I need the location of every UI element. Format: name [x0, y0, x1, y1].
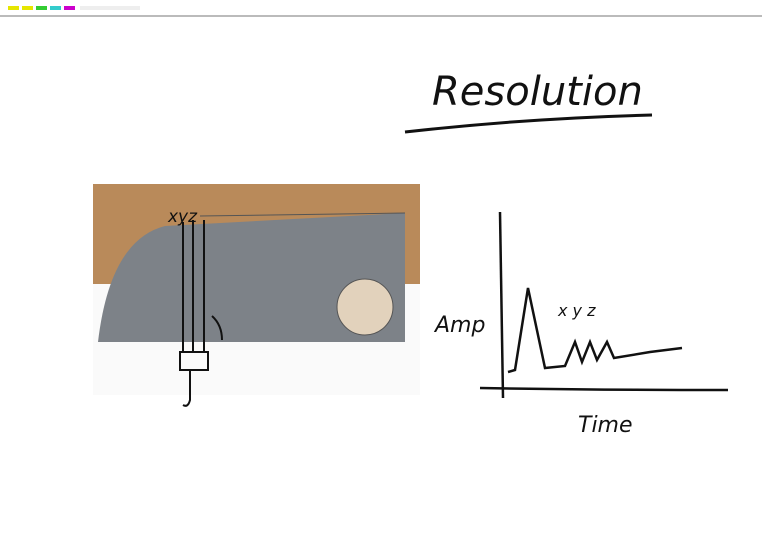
signal-sketch — [480, 212, 728, 398]
color-swatch[interactable] — [36, 6, 47, 10]
color-swatch[interactable] — [22, 6, 33, 10]
tool-strip[interactable] — [80, 6, 140, 10]
page: Resolution xyz Amp Time x y z (() => { c… — [0, 0, 762, 545]
peak-labels: x y z — [557, 301, 596, 320]
title: Resolution — [432, 69, 643, 115]
toolbar — [0, 6, 762, 16]
y-axis — [500, 212, 503, 398]
color-swatch[interactable] — [8, 6, 19, 10]
y-axis-label: Amp — [433, 313, 485, 338]
x-axis-label: Time — [578, 413, 633, 438]
photo-hole — [337, 279, 393, 335]
photo-label: xyz — [167, 207, 198, 227]
whiteboard: Resolution xyz Amp Time x y z — [0, 0, 762, 545]
color-swatch[interactable] — [50, 6, 61, 10]
photo — [93, 184, 420, 395]
title-underline — [405, 115, 652, 132]
color-swatch[interactable] — [64, 6, 75, 10]
x-axis — [480, 388, 728, 390]
